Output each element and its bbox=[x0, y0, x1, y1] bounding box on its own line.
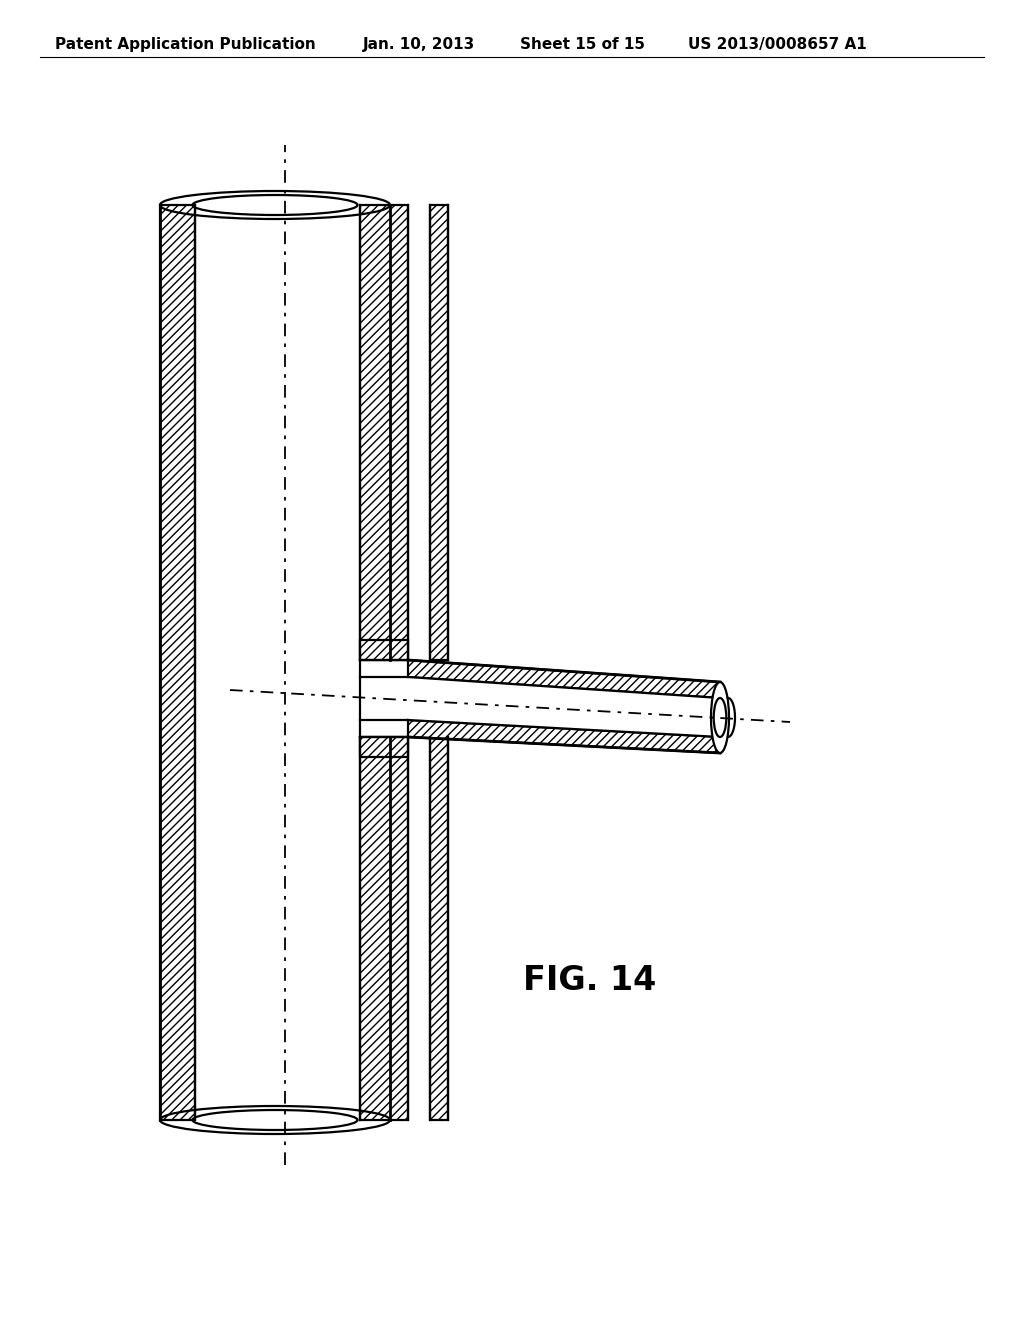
Ellipse shape bbox=[711, 682, 729, 752]
Text: Patent Application Publication: Patent Application Publication bbox=[55, 37, 315, 51]
Text: FIG. 14: FIG. 14 bbox=[523, 964, 656, 997]
Polygon shape bbox=[360, 737, 408, 1119]
Polygon shape bbox=[360, 205, 408, 660]
Polygon shape bbox=[360, 640, 408, 660]
Polygon shape bbox=[360, 737, 408, 756]
Text: Jan. 10, 2013: Jan. 10, 2013 bbox=[362, 37, 475, 51]
Text: US 2013/0008657 A1: US 2013/0008657 A1 bbox=[688, 37, 866, 51]
Polygon shape bbox=[430, 737, 449, 1119]
Text: Sheet 15 of 15: Sheet 15 of 15 bbox=[520, 37, 645, 51]
Polygon shape bbox=[160, 205, 195, 1119]
Polygon shape bbox=[430, 205, 449, 660]
Polygon shape bbox=[408, 719, 720, 752]
Polygon shape bbox=[408, 677, 720, 737]
Polygon shape bbox=[408, 660, 720, 698]
